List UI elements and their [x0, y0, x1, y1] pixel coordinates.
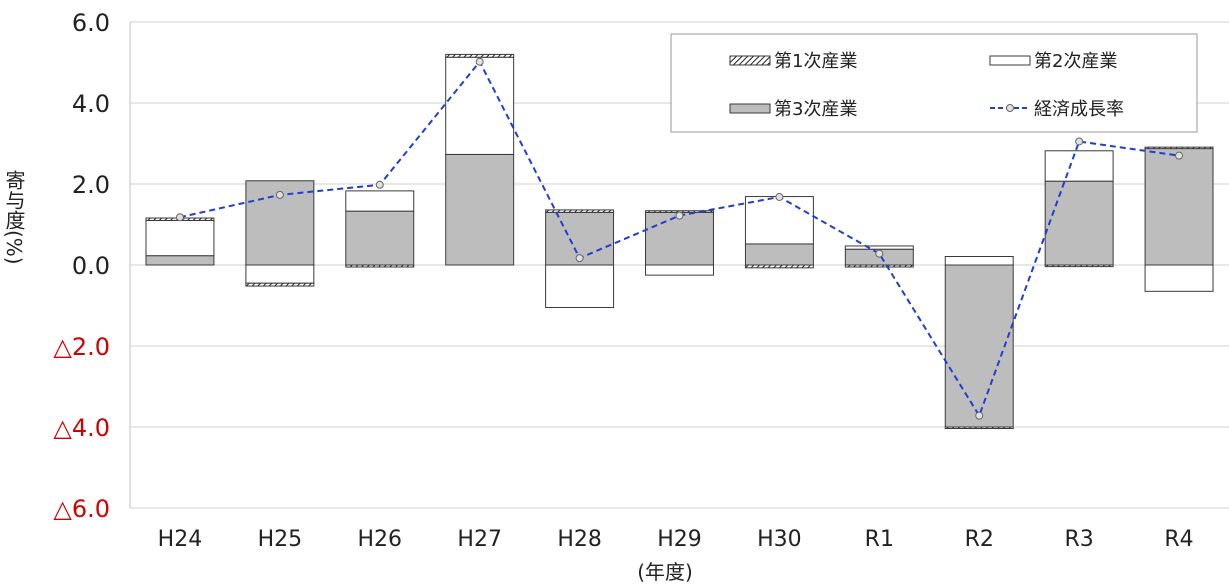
- growth-line: [175, 57, 1184, 420]
- bar-R4-series-1: [1144, 264, 1214, 292]
- x-tick-label: R3: [1064, 527, 1093, 552]
- bar-H30-series-1: [744, 196, 814, 245]
- y-tick-label: △4.0: [53, 414, 110, 442]
- legend-swatch: [729, 55, 771, 66]
- growth-point-H26: [375, 180, 384, 189]
- y-tick-label: 2.0: [72, 171, 110, 199]
- bar-H27-series-0: [445, 53, 515, 58]
- legend-marker: [1006, 104, 1014, 112]
- y-tick-label: 0.0: [72, 252, 110, 280]
- bar-H30-series-0: [744, 264, 814, 269]
- bar-H30-series-2: [744, 243, 814, 266]
- x-tick-label: H30: [757, 527, 802, 552]
- y-axis-title: 寄与度(%): [2, 170, 26, 265]
- growth-point-H25: [275, 190, 284, 199]
- growth-point-H28: [575, 254, 584, 263]
- growth-point-H29: [675, 211, 684, 220]
- bar-H25-series-1: [245, 264, 315, 284]
- y-tick-label: 6.0: [72, 9, 110, 37]
- x-tick-label: H28: [557, 527, 602, 552]
- x-tick-label: R1: [865, 527, 894, 552]
- bar-R2-series-1: [944, 255, 1014, 266]
- bars: [145, 53, 1214, 429]
- x-axis-title: (年度): [637, 560, 693, 584]
- x-tick-label: H26: [357, 527, 402, 552]
- bar-R1-series-0: [844, 264, 914, 268]
- bar-R3-series-1: [1044, 150, 1114, 182]
- legend-label: 第1次産業: [774, 51, 857, 72]
- bar-H27-series-2: [445, 153, 515, 266]
- x-tick-label: H24: [158, 527, 203, 552]
- growth-point-R4: [1175, 151, 1184, 160]
- x-axis-ticks: H24 H25 H26 H27 H28 H29 H30 R1 R2 R3 R4: [158, 527, 1194, 552]
- legend-label: 経済成長率: [1034, 99, 1124, 120]
- bar-H27-series-1: [445, 56, 515, 155]
- x-tick-label: H25: [258, 527, 303, 552]
- y-tick-label: △6.0: [53, 495, 110, 523]
- x-tick-label: H29: [657, 527, 702, 552]
- x-tick-label: R4: [1164, 527, 1193, 552]
- growth-point-H24: [175, 213, 184, 222]
- bar-H25-series-0: [245, 282, 315, 287]
- x-tick-label: H27: [457, 527, 502, 552]
- legend-box: [670, 33, 1198, 133]
- bar-R2-series-0: [944, 426, 1014, 429]
- bar-R1-series-1: [844, 245, 914, 250]
- bar-H28-series-1: [545, 264, 615, 309]
- legend-swatch: [729, 103, 771, 114]
- bar-R3-series-2: [1044, 180, 1114, 266]
- bar-R4-series-2: [1144, 147, 1214, 266]
- bar-R4-series-0: [1144, 146, 1214, 150]
- legend-label: 第2次産業: [1034, 51, 1117, 72]
- bar-H29-series-1: [645, 264, 714, 276]
- growth-point-H30: [775, 192, 784, 201]
- legend-swatch: [989, 55, 1031, 66]
- growth-point-R3: [1075, 137, 1084, 146]
- bar-R3-series-0: [1044, 264, 1114, 268]
- y-axis-ticks: 6.0 4.0 2.0 0.0 △2.0 △4.0 △6.0: [53, 9, 110, 523]
- bar-H29-series-2: [645, 211, 714, 266]
- bar-H24-series-2: [145, 255, 215, 266]
- legend-label: 第3次産業: [774, 99, 857, 120]
- y-tick-label: 4.0: [72, 90, 110, 118]
- x-tick-label: R2: [965, 527, 994, 552]
- bar-H26-series-2: [345, 210, 415, 266]
- bar-R2-series-2: [944, 264, 1014, 428]
- growth-point-R2: [975, 411, 984, 420]
- growth-point-R1: [875, 249, 884, 258]
- bar-H28-series-0: [545, 209, 615, 213]
- bar-H26-series-1: [345, 190, 415, 212]
- y-tick-label: △2.0: [53, 333, 110, 361]
- bar-H26-series-0: [345, 264, 415, 268]
- bar-H24-series-1: [145, 219, 215, 257]
- growth-point-H27: [475, 57, 484, 66]
